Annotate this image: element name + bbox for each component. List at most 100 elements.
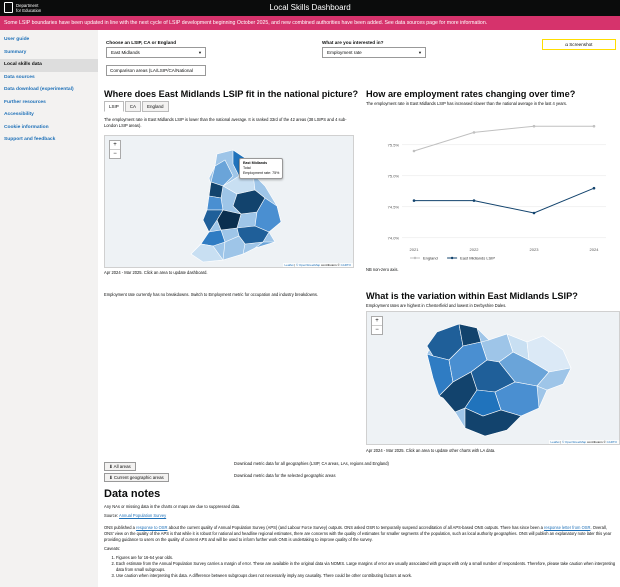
lsip-map-zoom-control: + − [371, 316, 383, 335]
osr-response-link[interactable]: response to OSR [136, 525, 168, 530]
y-tick-label: 75.0% [388, 173, 400, 178]
national-map-period: Apr 2024 - Mar 2025. Click an area to up… [104, 270, 208, 275]
logo-line-1: Department [16, 2, 39, 8]
chevron-down-icon: ▼ [418, 50, 422, 55]
tab-england[interactable]: England [142, 101, 169, 112]
sidebar-item-cookie-information[interactable]: Cookie information [4, 124, 49, 130]
data-notes-source: Source: Annual Population Survey [104, 513, 167, 518]
series-line [413, 125, 594, 152]
caveats-list: Figures are for 16-64 year olds. Each es… [104, 555, 616, 579]
england-choropleth[interactable] [105, 136, 354, 268]
x-tick-label: 2021 [410, 247, 420, 252]
dfe-logo[interactable]: Department for Education [4, 2, 50, 13]
sidebar-item-accessibility[interactable]: Accessibility [4, 112, 34, 117]
legend-label: England [423, 256, 438, 261]
data-notes-aps-quality: ONS published a response to OSR about th… [104, 525, 612, 542]
camera-icon: ◘ [565, 42, 568, 47]
trend-title: How are employment rates changing over t… [366, 89, 576, 99]
area-select-label: Choose an LSIP, CA or England [106, 40, 177, 45]
breakdown-note: Employment rate currently has no breakdo… [104, 292, 319, 297]
x-tick-label: 2024 [590, 247, 600, 252]
tooltip-title: East Midlands [243, 161, 268, 165]
metric-select-label: What are you interested in? [322, 40, 384, 45]
variation-description: Employment rates are highest in Chesterf… [366, 303, 507, 308]
data-point [472, 199, 476, 202]
download-all-areas-button[interactable]: ⬇ All areas [104, 462, 136, 471]
osr-letter-link[interactable]: response letter from OSR [544, 525, 591, 530]
lsip-map[interactable]: + − Leaflet | © OpenStreetMap contributo… [366, 311, 620, 445]
osm-link[interactable]: © OpenStreetMap [561, 440, 587, 444]
metric-select[interactable]: Employment rate ▼ [322, 47, 426, 58]
caveat-item: Figures are for 16-64 year olds. [116, 555, 616, 561]
sidebar-item-local-skills-data[interactable]: Local skills data [0, 59, 98, 72]
map-tooltip: East Midlands Total Employment rate: 75% [239, 158, 284, 179]
data-point [592, 124, 596, 128]
download-all-description: Download metric data for all geographies… [234, 461, 389, 466]
sidebar-item-data-download[interactable]: Data download (experimental) [4, 87, 74, 92]
legend-label: East Midlands LSIP [460, 256, 495, 261]
sidebar-item-user-guide[interactable]: User guide [4, 37, 30, 42]
metric-select-value: Employment rate [327, 50, 362, 55]
caveats-label: Caveats: [104, 546, 121, 551]
tooltip-line-2: Employment rate: 75% [243, 171, 280, 175]
data-point [532, 211, 536, 215]
national-map-description: The employment rate in East Midlands LSI… [104, 117, 347, 128]
screenshot-button[interactable]: ◘ Screenshot [542, 39, 616, 50]
download-current-description: Download metric data for the selected ge… [234, 473, 336, 478]
x-tick-label: 2022 [470, 247, 480, 252]
crest-icon [4, 2, 13, 13]
y-tick-label: 74.0% [388, 235, 400, 240]
data-notes-missing: Any NAs or missing data in the charts or… [104, 504, 241, 509]
screenshot-label: Screenshot [569, 42, 593, 47]
national-map[interactable]: + − East Midlands Total Employment rate:… [104, 135, 354, 268]
main-content: Choose an LSIP, CA or England East Midla… [98, 30, 620, 587]
y-tick-label: 75.5% [388, 142, 400, 147]
variation-period: Apr 2024 - Mar 2025. Click an area to up… [366, 448, 496, 453]
area-select-value: East Midlands [111, 50, 140, 55]
comparison-areas-input[interactable]: Comparison areas (LA/LSIP/CA/National [106, 65, 206, 76]
sidebar-nav: User guide Summary Local skills data Dat… [0, 30, 98, 587]
national-map-title: Where does East Midlands LSIP fit in the… [104, 89, 359, 99]
series-line [414, 187, 595, 214]
map-zoom-control: + − [109, 140, 121, 159]
sidebar-item-further-resources[interactable]: Further resources [4, 99, 46, 105]
data-point [472, 131, 476, 134]
tooltip-line-1: Total [243, 166, 251, 170]
zoom-in-button[interactable]: + [372, 317, 382, 326]
legend-marker [413, 256, 417, 260]
download-current-areas-button[interactable]: ⬇ Current geographic areas [104, 473, 169, 482]
top-bar: Department for Education Local Skills Da… [0, 0, 620, 16]
geography-tabs: LSIP CA England [104, 101, 169, 112]
employment-trend-chart[interactable]: 74.0% 74.5% 75.0% 75.5% 2021 2022 2023 2024 Eng… [366, 112, 616, 264]
area-select[interactable]: East Midlands ▼ [106, 47, 206, 58]
caveat-item: Each estimate from the Annual Population… [116, 561, 616, 573]
download-icon: ⬇ [109, 475, 113, 480]
source-link[interactable]: Annual Population Survey [119, 513, 167, 518]
trend-description: The employment rate in East Midlands LSI… [366, 101, 568, 106]
logo-line-2: for Education [16, 7, 42, 13]
sidebar-item-support-feedback[interactable]: Support and feedback [4, 137, 56, 142]
east-midlands-choropleth[interactable] [367, 312, 620, 445]
legend-marker [450, 256, 454, 260]
chevron-down-icon: ▼ [198, 50, 202, 55]
app-title: Local Skills Dashboard [269, 3, 351, 12]
leaflet-link[interactable]: Leaflet [284, 263, 294, 267]
sidebar-item-data-sources[interactable]: Data sources [4, 74, 35, 80]
zoom-out-button[interactable]: − [375, 327, 379, 333]
data-point [532, 124, 536, 128]
tab-ca[interactable]: CA [124, 101, 142, 112]
sidebar-item-summary[interactable]: Summary [4, 49, 27, 55]
carto-link[interactable]: CARTO [606, 440, 617, 444]
map-attribution: Leaflet | © OpenStreetMap contributors ©… [282, 263, 353, 267]
zoom-in-button[interactable]: + [110, 141, 120, 150]
caveat-item: Use caution when interpreting this data.… [116, 573, 616, 579]
zoom-out-button[interactable]: − [113, 151, 117, 157]
tab-lsip[interactable]: LSIP [104, 101, 124, 112]
osm-link[interactable]: © OpenStreetMap [295, 263, 321, 267]
data-notes-title: Data notes [104, 488, 161, 500]
data-point [592, 186, 596, 190]
variation-title: What is the variation within East Midlan… [366, 291, 578, 301]
leaflet-link[interactable]: Leaflet [550, 440, 560, 444]
carto-link[interactable]: CARTO [340, 263, 351, 267]
trend-axis-note: NB non-zero axis. [366, 267, 399, 272]
